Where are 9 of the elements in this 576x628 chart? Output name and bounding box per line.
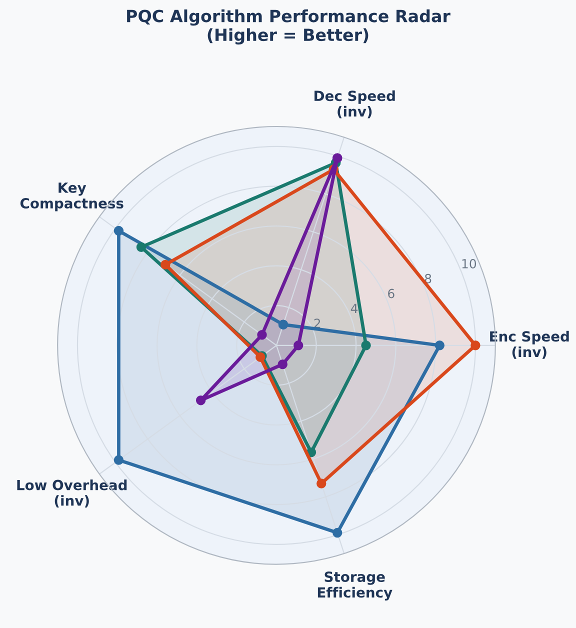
y-tick-label: 6 bbox=[388, 288, 394, 298]
spoke-label: Low Overhead (inv) bbox=[17, 480, 127, 508]
spoke-label: Enc Speed (inv) bbox=[490, 330, 569, 359]
spoke-label: Key Compactness bbox=[20, 182, 124, 212]
y-tick-label: 4 bbox=[350, 304, 358, 313]
y-tick-label: 10 bbox=[462, 258, 476, 268]
spoke-label: Storage Efficiency bbox=[318, 572, 392, 600]
chart-title: PQC Algorithm Performance Radar (Higher = Better) bbox=[127, 9, 450, 44]
spoke-label: Dec Speed (inv) bbox=[314, 90, 395, 118]
